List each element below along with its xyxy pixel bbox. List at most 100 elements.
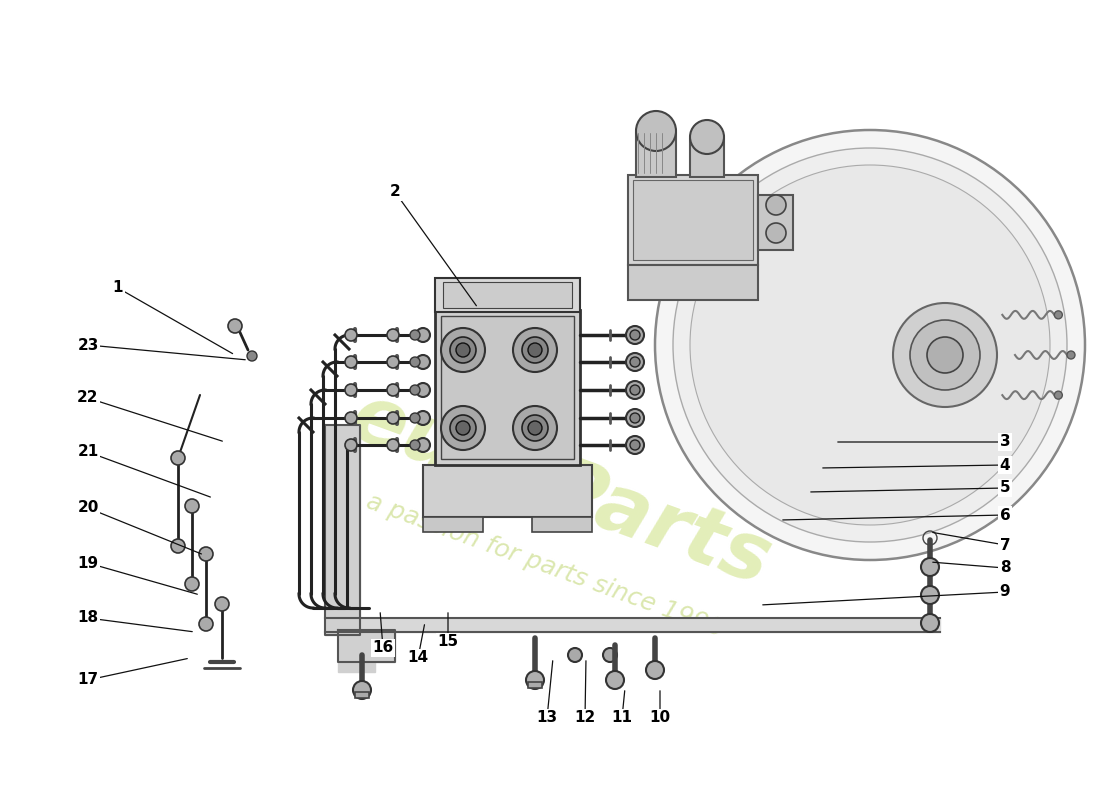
Circle shape (636, 111, 676, 151)
Text: 10: 10 (649, 710, 671, 726)
Bar (758, 195, 793, 250)
Circle shape (416, 411, 430, 425)
Text: 17: 17 (77, 673, 99, 687)
Circle shape (603, 648, 617, 662)
Circle shape (345, 356, 358, 368)
Circle shape (387, 439, 399, 451)
Circle shape (248, 351, 257, 361)
Circle shape (199, 547, 213, 561)
Polygon shape (338, 630, 395, 662)
Circle shape (170, 539, 185, 553)
Text: 20: 20 (77, 501, 99, 515)
Circle shape (410, 413, 420, 423)
Circle shape (199, 617, 213, 631)
Circle shape (450, 415, 476, 441)
Text: 5: 5 (1000, 481, 1010, 495)
Circle shape (910, 320, 980, 390)
Circle shape (626, 409, 644, 427)
Circle shape (416, 355, 430, 369)
Bar (528, 682, 542, 688)
Circle shape (1054, 391, 1063, 399)
Circle shape (450, 337, 476, 363)
Circle shape (387, 356, 399, 368)
Circle shape (630, 413, 640, 423)
Circle shape (185, 577, 199, 591)
Text: 8: 8 (1000, 561, 1010, 575)
Circle shape (416, 328, 430, 342)
Text: 13: 13 (537, 710, 558, 726)
Circle shape (630, 440, 640, 450)
Circle shape (528, 343, 542, 357)
Text: 4: 4 (1000, 458, 1010, 473)
Circle shape (893, 303, 997, 407)
Circle shape (1067, 351, 1075, 359)
Circle shape (170, 451, 185, 465)
Polygon shape (324, 425, 360, 635)
Text: 12: 12 (574, 710, 595, 726)
Circle shape (416, 383, 430, 397)
Bar (690, 139, 724, 177)
Circle shape (626, 326, 644, 344)
Circle shape (456, 343, 470, 357)
Circle shape (456, 421, 470, 435)
Polygon shape (338, 662, 375, 672)
Circle shape (410, 385, 420, 395)
Circle shape (690, 165, 1050, 525)
Circle shape (345, 412, 358, 424)
Text: 18: 18 (77, 610, 99, 626)
Bar (434, 278, 580, 312)
Circle shape (528, 421, 542, 435)
Circle shape (353, 681, 371, 699)
Circle shape (626, 436, 644, 454)
Text: 15: 15 (438, 634, 459, 650)
Bar (434, 310, 580, 465)
Circle shape (410, 357, 420, 367)
Circle shape (927, 337, 962, 373)
Text: 1: 1 (112, 281, 123, 295)
Bar (628, 265, 758, 300)
Circle shape (345, 439, 358, 451)
Circle shape (630, 330, 640, 340)
Circle shape (185, 499, 199, 513)
Text: a passion for parts since 1998: a passion for parts since 1998 (363, 489, 727, 641)
Circle shape (345, 329, 358, 341)
Bar (424, 465, 592, 517)
Bar (443, 282, 572, 308)
Circle shape (568, 648, 582, 662)
Text: 6: 6 (1000, 507, 1011, 522)
Circle shape (513, 406, 557, 450)
Bar (632, 180, 754, 260)
Circle shape (766, 223, 786, 243)
Bar (441, 316, 574, 459)
Circle shape (766, 195, 786, 215)
Circle shape (630, 357, 640, 367)
Circle shape (630, 385, 640, 395)
Circle shape (654, 130, 1085, 560)
Circle shape (606, 671, 624, 689)
Circle shape (441, 406, 485, 450)
Circle shape (410, 440, 420, 450)
Text: 3: 3 (1000, 434, 1010, 450)
Circle shape (522, 337, 548, 363)
Circle shape (513, 328, 557, 372)
Text: 2: 2 (389, 185, 400, 199)
Circle shape (1054, 311, 1063, 319)
Bar (532, 517, 592, 532)
Circle shape (673, 148, 1067, 542)
Circle shape (228, 319, 242, 333)
Bar (628, 175, 758, 265)
Circle shape (410, 330, 420, 340)
Text: 14: 14 (407, 650, 429, 666)
Circle shape (646, 661, 664, 679)
Text: 21: 21 (77, 445, 99, 459)
Bar (355, 692, 368, 698)
Text: 7: 7 (1000, 538, 1010, 553)
Text: euroParts: euroParts (339, 378, 781, 602)
Bar (424, 517, 483, 532)
Circle shape (387, 412, 399, 424)
Circle shape (921, 558, 939, 576)
Text: 22: 22 (77, 390, 99, 406)
Text: 11: 11 (612, 710, 632, 726)
Circle shape (214, 597, 229, 611)
Circle shape (626, 381, 644, 399)
